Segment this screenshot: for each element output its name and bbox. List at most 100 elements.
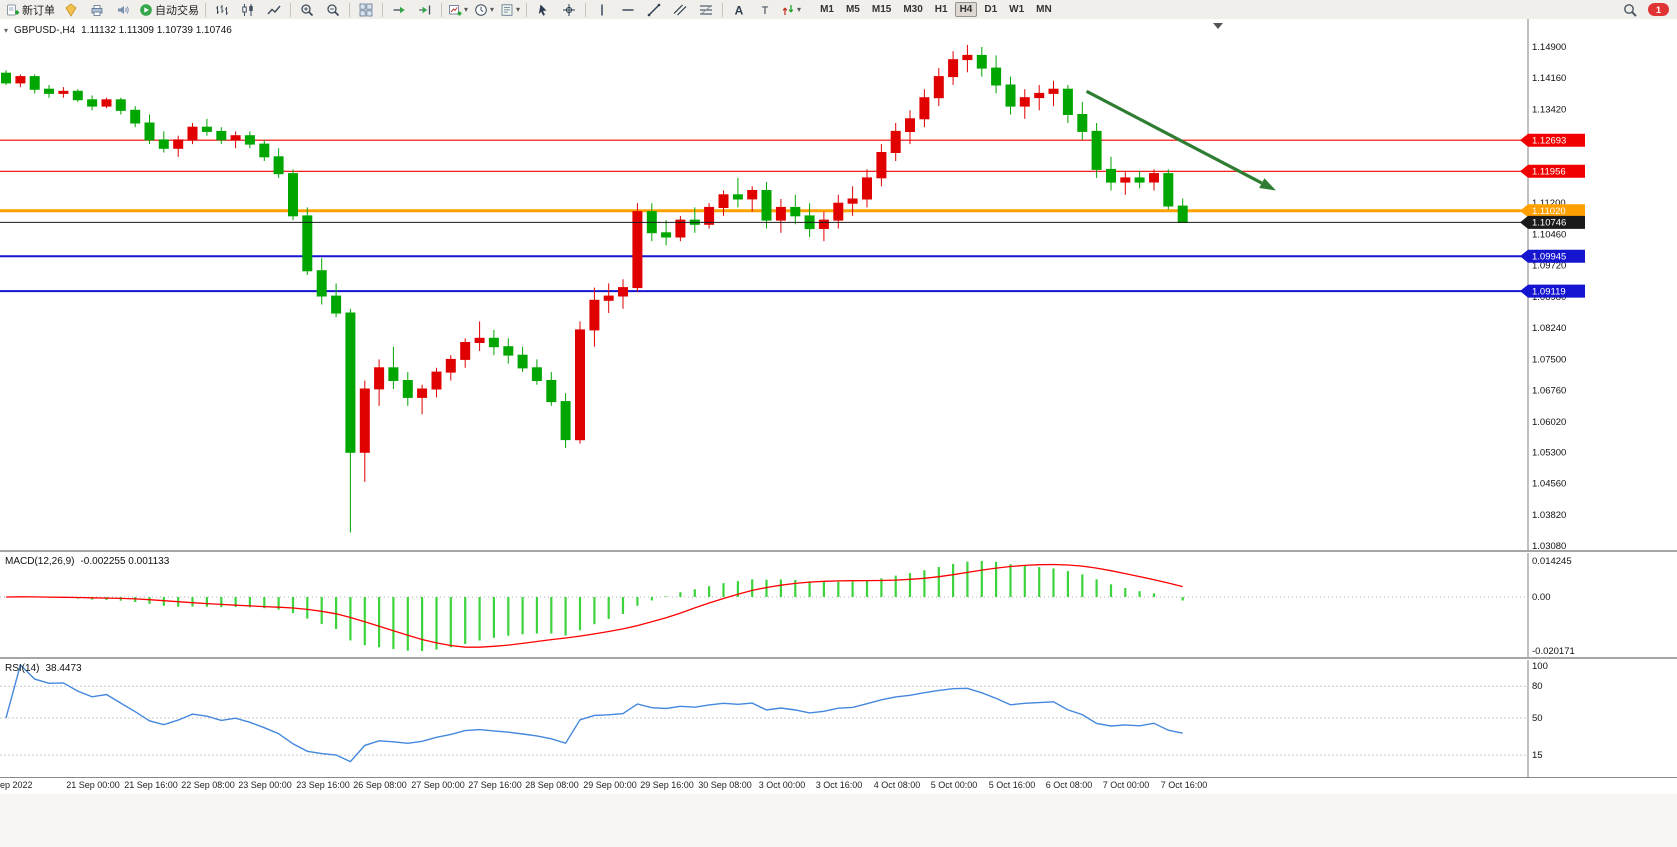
panel-divider[interactable] [0, 657, 1677, 659]
toolbar-separator [205, 2, 206, 17]
zoom-in-button[interactable] [294, 0, 320, 19]
candle-body [288, 173, 298, 217]
new-chart-button[interactable]: ▾ [445, 0, 471, 19]
chevron-down-icon: ▾ [464, 4, 469, 14]
horizontal-line-button[interactable] [615, 0, 641, 19]
channel-button[interactable] [667, 0, 693, 19]
candle-body [847, 198, 858, 204]
candle-body [144, 122, 155, 141]
trend-arrow-line[interactable] [1085, 89, 1263, 185]
rsi-axis-label: 50 [1532, 713, 1543, 724]
metaeditor-button[interactable] [58, 0, 84, 19]
price-tick-label: 1.10460 [1532, 229, 1566, 240]
candle-body [747, 190, 758, 200]
price-chart[interactable]: 1.149001.141601.134201.126801.119401.112… [0, 19, 1677, 550]
macd-panel[interactable]: 0.014245 0.00 -0.020171 [0, 553, 1677, 657]
text-label-button[interactable]: T [752, 0, 778, 19]
candle-body [173, 139, 184, 149]
rsi-line [5, 663, 1183, 763]
toolbar-right-cluster: 1 [1617, 0, 1674, 19]
candlestick-chart-button[interactable] [235, 0, 261, 19]
timeframe-H4-button[interactable]: H4 [954, 2, 978, 17]
price-label-box [1520, 249, 1585, 263]
periods-button[interactable]: ▾ [471, 0, 497, 19]
tile-windows-button[interactable] [353, 0, 379, 19]
timeframe-MN-button[interactable]: MN [1036, 4, 1052, 15]
macd-axis-min: -0.020171 [1532, 646, 1575, 657]
toolbar-separator [382, 2, 383, 17]
fibo-icon [700, 5, 713, 14]
timeframe-M5-button[interactable]: M5 [845, 4, 860, 15]
timeframe-M1-button[interactable]: M1 [820, 4, 834, 15]
zoom-out-button[interactable] [320, 0, 346, 19]
candle-body [618, 287, 628, 297]
candle-body [273, 156, 284, 175]
candle-body [44, 88, 54, 94]
time-label: 21 Sep 00:00 [66, 780, 120, 790]
candle-body [388, 367, 399, 381]
toolbar-separator [441, 2, 442, 17]
candle-body [1048, 88, 1059, 94]
time-label: 4 Oct 08:00 [873, 780, 921, 790]
timeframe-M15-button[interactable]: M15 [871, 4, 892, 15]
search-button[interactable] [1617, 0, 1643, 19]
main-toolbar: 新订单 自动交易 ▾ ▾ ▾ A T ▾ M1 M5 M15 M30 H1 H4 D1 W1 MN 1 [0, 0, 1677, 20]
price-label-box [1520, 133, 1585, 147]
toolbar-separator [722, 2, 724, 17]
auto-scroll-button[interactable] [386, 0, 412, 19]
sound-button[interactable] [110, 0, 136, 19]
time-axis[interactable]: 20 Sep 2022 21 Sep 00:00 21 Sep 16:0022 Se… [0, 777, 1528, 794]
chart-shift-marker[interactable] [1213, 23, 1223, 29]
price-label-text: 1.12693 [1532, 135, 1566, 146]
rsi-panel[interactable]: 100 80 50 15 [0, 660, 1677, 777]
toolbar-separator [585, 2, 587, 17]
line-chart-button[interactable] [261, 0, 287, 19]
arrows-button[interactable]: ▾ [778, 0, 804, 19]
crosshair-button[interactable] [556, 0, 582, 19]
chart-shift-button[interactable] [412, 0, 438, 19]
candle-body [460, 342, 471, 360]
candle-body [876, 152, 887, 179]
timeframe-H1-button[interactable]: H1 [934, 4, 948, 15]
candle-body [345, 312, 356, 453]
trendline-button[interactable] [641, 0, 667, 19]
autotrading-button[interactable]: 自动交易 [136, 0, 202, 19]
candle-body [761, 190, 772, 221]
trend-arrow-head [1259, 178, 1276, 191]
print-button[interactable] [84, 0, 110, 19]
candle-body [1, 72, 11, 84]
panel-divider[interactable] [0, 550, 1677, 552]
vertical-line-button[interactable] [589, 0, 615, 19]
timeframe-D1-button[interactable]: D1 [984, 4, 998, 15]
play-icon [140, 3, 152, 16]
text-button[interactable]: A [726, 0, 752, 19]
autoscroll-icon [393, 6, 405, 13]
candle-body [962, 54, 973, 61]
toolbar-separator [349, 2, 350, 17]
new-order-button[interactable]: 新订单 [3, 0, 58, 19]
candle-body [976, 54, 987, 69]
candle-body [704, 206, 715, 225]
timeframe-W1-button[interactable]: W1 [1009, 4, 1025, 15]
time-label: 7 Oct 00:00 [1102, 780, 1150, 790]
candle-body [1034, 92, 1045, 99]
templates-button[interactable]: ▾ [497, 0, 523, 19]
svg-text:T: T [762, 5, 769, 17]
notification-badge[interactable]: 1 [1648, 3, 1669, 16]
cursor-icon [538, 4, 547, 16]
candle-body [187, 126, 198, 141]
template-icon [501, 3, 513, 16]
cursor-button[interactable] [530, 0, 556, 19]
candle-body [1177, 205, 1188, 223]
sound-icon [118, 5, 129, 14]
price-label-text: 1.11956 [1532, 167, 1566, 178]
timeframe-M30-button[interactable]: M30 [903, 4, 923, 15]
bar-chart-button[interactable] [209, 0, 235, 19]
fibonacci-button[interactable] [693, 0, 719, 19]
search-icon [1624, 3, 1637, 17]
candle-body [417, 388, 428, 398]
candle-body [862, 177, 872, 200]
time-label: 7 Oct 16:00 [1160, 780, 1208, 790]
candle-body [603, 295, 614, 301]
